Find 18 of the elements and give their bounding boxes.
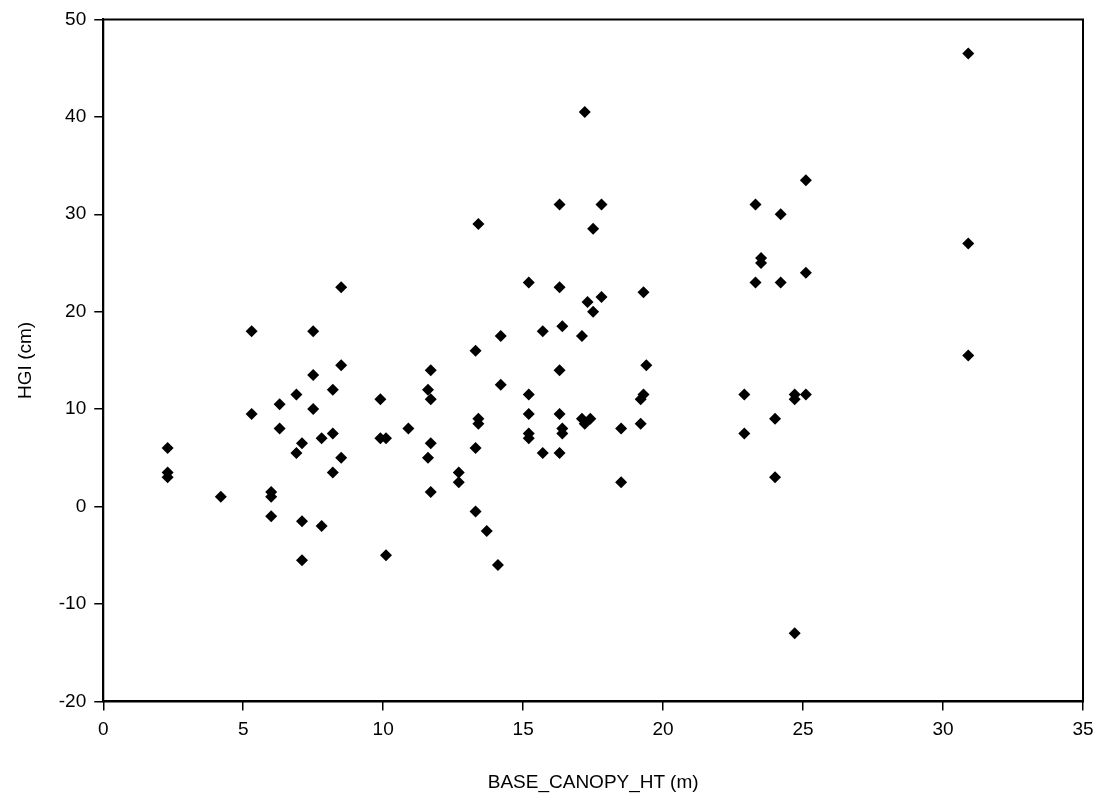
x-tick-label: 30 (932, 718, 954, 740)
x-tick-label: 0 (97, 718, 109, 740)
y-tick-label: 40 (65, 105, 87, 127)
x-tick-label: 25 (792, 718, 814, 740)
y-tick-label: 0 (75, 494, 87, 516)
y-tick-label: 10 (65, 397, 87, 419)
x-tick-label: 10 (372, 718, 394, 740)
x-axis-title: BASE_CANOPY_HT (m) (487, 770, 699, 793)
y-tick-label: 30 (65, 202, 87, 224)
x-tick-label: 20 (652, 718, 674, 740)
y-tick-label: 50 (65, 7, 87, 29)
y-tick-label: 20 (65, 299, 87, 321)
x-tick-label: 5 (237, 718, 249, 740)
y-tick-label: -20 (58, 689, 87, 711)
y-tick-label: -10 (58, 592, 87, 614)
y-axis-title: HGI (cm) (13, 321, 35, 399)
x-tick-label: 35 (1072, 718, 1094, 740)
x-tick-label: 15 (512, 718, 534, 740)
